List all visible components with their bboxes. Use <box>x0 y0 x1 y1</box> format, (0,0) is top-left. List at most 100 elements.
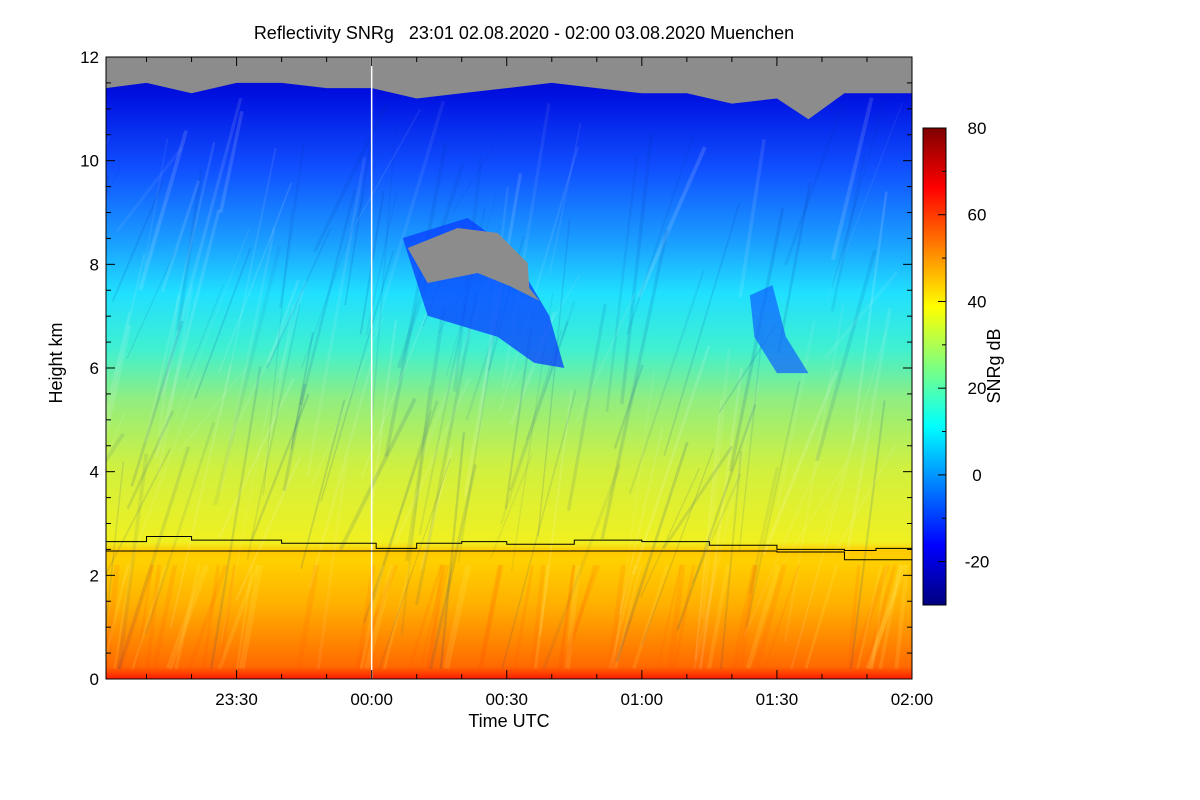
texture-streak <box>641 448 715 646</box>
texture-streak <box>106 324 132 443</box>
x-axis-label: Time UTC <box>468 711 549 731</box>
texture-streak <box>157 285 194 475</box>
texture-streak <box>130 320 184 487</box>
texture-streak <box>851 191 888 441</box>
texture-streak <box>815 249 877 462</box>
texture-streak <box>176 168 204 331</box>
texture-streak <box>443 564 472 670</box>
y-axis-label: Height km <box>46 322 66 403</box>
texture-streak <box>106 174 110 206</box>
texture-streak <box>152 564 178 670</box>
texture-streak <box>187 564 228 670</box>
texture-streak <box>175 227 251 417</box>
texture-streak <box>383 564 412 669</box>
texture-streak <box>227 291 304 441</box>
y-axis-ticks: 0 2 4 6 8 10 12 <box>80 48 912 689</box>
texture-streak <box>501 389 577 670</box>
texture-streak <box>692 381 761 670</box>
colorbar <box>922 127 947 606</box>
texture-streak <box>701 347 731 619</box>
texture-streak <box>131 564 168 670</box>
texture-streak <box>673 564 696 669</box>
colorbar-tick-label: 60 <box>968 206 987 225</box>
texture-streak <box>106 253 146 426</box>
texture-streak <box>138 130 189 291</box>
colorbar-ticks: -20 0 20 40 60 80 <box>938 119 989 606</box>
texture-streak <box>612 371 655 670</box>
texture-streak <box>608 564 637 670</box>
texture-streak <box>144 422 215 635</box>
texture-streak <box>106 461 125 633</box>
texture-streak <box>429 464 478 670</box>
y-tick-label: 2 <box>90 566 99 585</box>
texture-streak <box>613 564 642 669</box>
texture-streak <box>354 564 398 670</box>
texture-streak <box>824 271 899 359</box>
texture-streak <box>620 133 654 404</box>
texture-streak <box>219 147 277 417</box>
texture-streak <box>626 135 694 335</box>
texture-streak <box>504 328 532 509</box>
texture-streak <box>870 564 889 669</box>
texture-streak <box>790 419 861 670</box>
texture-streak <box>849 564 890 670</box>
texture-streak <box>537 218 571 537</box>
texture-streak <box>121 376 201 586</box>
texture-streak <box>166 563 210 670</box>
texture-streak <box>878 564 902 669</box>
texture-streak <box>804 564 839 670</box>
texture-streak <box>106 166 122 197</box>
texture-streak <box>372 409 433 601</box>
texture-streak <box>477 564 504 670</box>
texture-streak <box>238 564 263 670</box>
texture-streak <box>355 564 376 669</box>
colorbar-tick-label: 20 <box>968 379 987 398</box>
texture-streak <box>513 564 535 669</box>
texture-streak <box>831 99 886 289</box>
texture-streak <box>530 564 546 669</box>
texture-streak <box>220 388 273 642</box>
texture-streak <box>263 304 295 471</box>
texture-streak <box>478 564 503 670</box>
texture-streak <box>250 393 310 541</box>
texture-streak <box>218 564 237 669</box>
texture-streak <box>763 564 800 669</box>
y-tick-label: 0 <box>90 670 99 689</box>
texture-streak <box>894 564 910 669</box>
texture-streak <box>186 284 224 379</box>
texture-streak <box>126 250 177 359</box>
texture-streak <box>170 365 232 628</box>
texture-streak <box>157 294 181 437</box>
texture-streak <box>452 132 503 213</box>
texture-streak <box>628 270 705 495</box>
x-tick-label: 23:30 <box>215 690 258 709</box>
texture-streak <box>566 303 607 512</box>
texture-streak <box>295 564 320 670</box>
texture-streak <box>369 126 397 436</box>
texture-streak <box>360 301 433 477</box>
texture-streak <box>106 432 125 464</box>
texture-streak <box>115 146 183 233</box>
texture-streak <box>775 320 816 509</box>
texture-streak <box>313 103 389 253</box>
texture-streak <box>849 400 886 670</box>
texture-streak <box>719 451 743 670</box>
texture-streak <box>847 564 861 669</box>
texture-streak <box>558 564 576 669</box>
texture-streak <box>542 464 622 670</box>
texture-streak <box>290 332 314 450</box>
chart-title: Reflectivity SNRg 23:01 02.08.2020 - 02:… <box>254 23 794 43</box>
texture-streak <box>600 229 669 540</box>
y-tick-label: 8 <box>90 255 99 274</box>
no-signal-region-top <box>106 57 912 120</box>
texture-streak <box>605 155 639 412</box>
texture-streak <box>662 445 734 549</box>
texture-streak <box>865 564 908 670</box>
texture-streak <box>118 564 155 670</box>
texture-streak <box>235 457 301 601</box>
texture-streak <box>236 564 254 669</box>
texture-streak <box>822 331 887 537</box>
texture-streak <box>217 182 293 374</box>
texture-streak <box>106 448 171 576</box>
texture-streak <box>400 385 431 636</box>
